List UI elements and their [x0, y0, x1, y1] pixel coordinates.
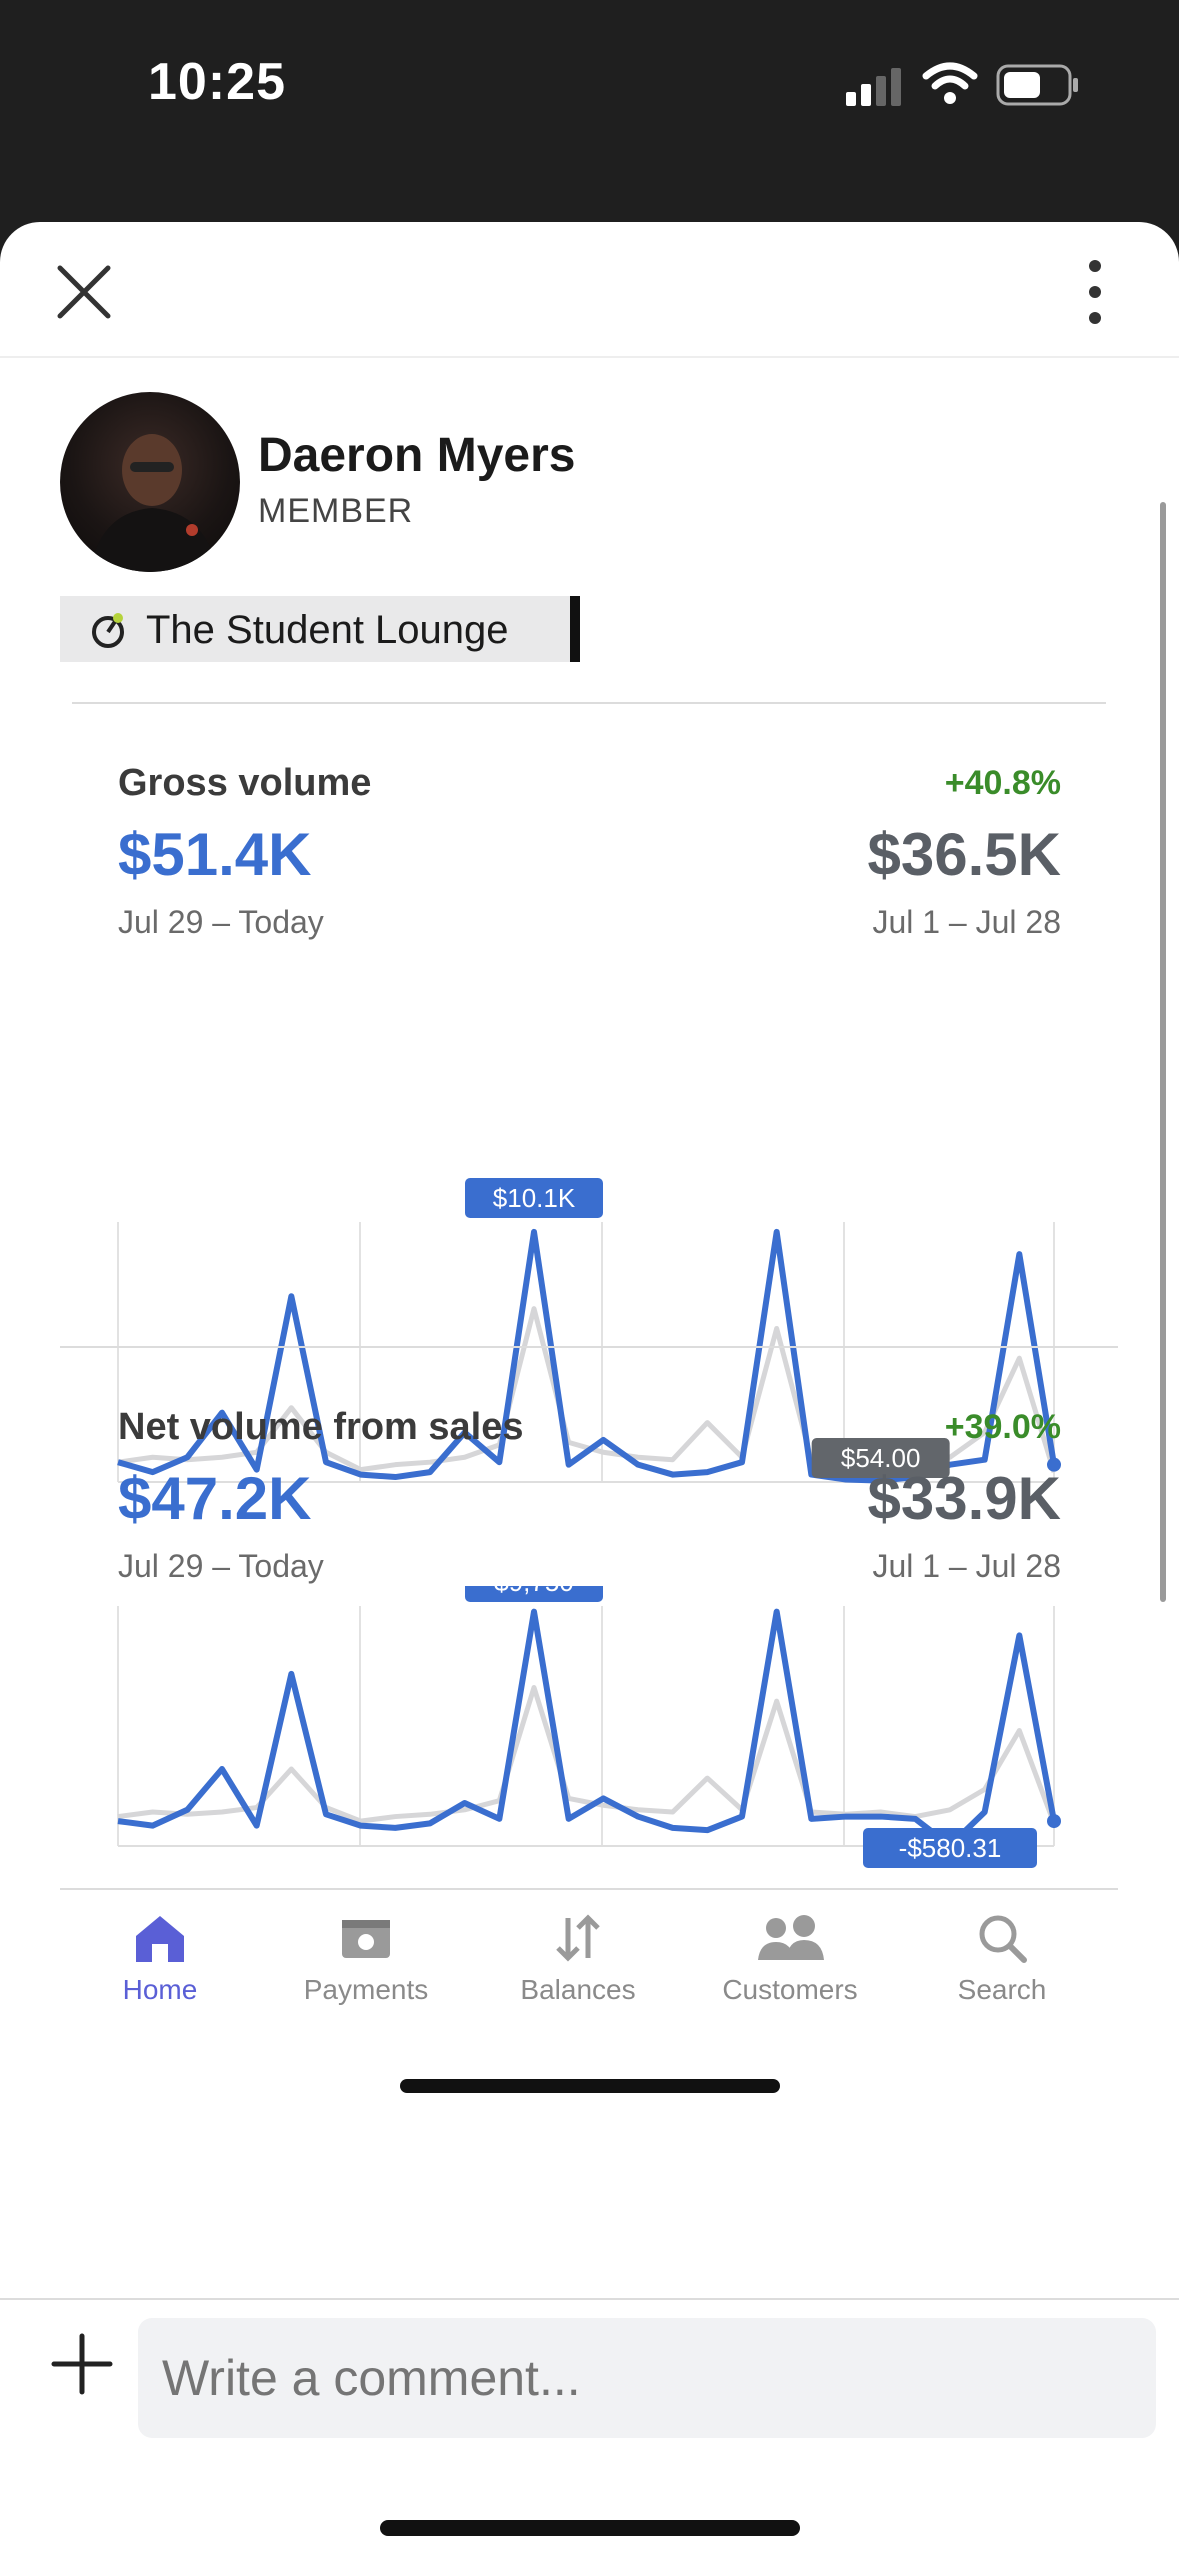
tooltip-low-bg — [811, 1438, 950, 1478]
author-name[interactable]: Daeron Myers — [258, 429, 576, 482]
tooltip-low: $54.00 — [811, 1438, 950, 1478]
tooltip-low-label: $54.00 — [841, 1443, 921, 1473]
tab-label: Search — [957, 1974, 1047, 2005]
tooltip-high-bg — [465, 1178, 603, 1218]
tab-label: Customers — [722, 1974, 858, 2005]
previous-period-line — [117, 1685, 1057, 1825]
search-icon — [979, 1915, 1027, 1963]
last-point — [1047, 1814, 1061, 1829]
payments-icon — [342, 1920, 390, 1958]
card-previous-range: Jul 1 – Jul 28 — [872, 1548, 1061, 1584]
divider — [72, 702, 1106, 704]
card-change: +40.8% — [944, 764, 1061, 802]
tooltip-high-label: $9,750 — [494, 1586, 574, 1597]
last-point — [1047, 1457, 1061, 1472]
battery-icon — [996, 64, 1078, 106]
card-change: +39.0% — [944, 1408, 1061, 1446]
current-period-line — [117, 1228, 1057, 1484]
comment-input[interactable] — [138, 2318, 1156, 2438]
tab-balances[interactable]: Balances — [488, 1910, 668, 2006]
tab-label: Payments — [303, 1974, 429, 2005]
card-current-value: $47.2K — [118, 1465, 312, 1532]
card-current-range: Jul 29 – Today — [118, 904, 324, 940]
card-previous-range: Jul 1 – Jul 28 — [872, 904, 1061, 940]
post-sheet: Daeron Myers MEMBER The Student Lounge G… — [0, 222, 1179, 2556]
tab-bar: Home Payments Balances Customers — [60, 1888, 1118, 2090]
card-title: Net volume from sales — [118, 1406, 524, 1448]
tab-label: Balances — [520, 1974, 636, 2005]
tooltip-high: $9,750 — [465, 1586, 603, 1602]
close-icon[interactable] — [48, 256, 120, 328]
scrollbar[interactable] — [1160, 502, 1166, 1602]
card-title: Gross volume — [118, 762, 372, 804]
tab-customers[interactable]: Customers — [700, 1910, 880, 2006]
home-indicator — [380, 2520, 800, 2536]
group-logo-icon — [92, 613, 124, 648]
gross-volume-chart[interactable]: $10.1K $54.00 — [0, 942, 1179, 1502]
current-period-line — [117, 1608, 1057, 1849]
card-current-range: Jul 29 – Today — [118, 1548, 324, 1584]
status-time: 10:25 — [148, 53, 286, 111]
card-previous-value: $33.9K — [867, 1465, 1061, 1532]
balances-icon — [556, 1914, 600, 1962]
group-label: The Student Lounge — [146, 608, 509, 652]
sheet-header — [0, 222, 1179, 358]
customers-icon — [758, 1915, 824, 1960]
status-bar: 10:25 — [0, 0, 1179, 220]
tooltip-low-bg — [863, 1828, 1037, 1868]
tooltip-high: $10.1K — [465, 1178, 603, 1218]
net-volume-chart[interactable]: $9,750 -$580.31 — [0, 1586, 1179, 1886]
tab-search[interactable]: Search — [912, 1910, 1092, 2006]
wifi-icon — [922, 62, 978, 104]
card-previous-value: $36.5K — [867, 821, 1061, 888]
tab-home[interactable]: Home — [70, 1910, 250, 2006]
embedded-home-indicator — [400, 2079, 780, 2093]
tooltip-low: -$580.31 — [863, 1828, 1037, 1868]
tooltip-low-label: -$580.31 — [899, 1833, 1002, 1863]
signal-icon — [846, 68, 901, 106]
card-current-value: $51.4K — [118, 821, 312, 888]
avatar[interactable] — [60, 392, 240, 572]
divider — [0, 2298, 1179, 2300]
group-chip[interactable]: The Student Lounge — [60, 596, 580, 662]
add-attachment-icon[interactable] — [50, 2332, 114, 2396]
tab-payments[interactable]: Payments — [276, 1910, 456, 2006]
divider — [60, 1346, 1118, 1348]
home-icon — [136, 1916, 184, 1962]
more-options-icon[interactable] — [1070, 252, 1120, 332]
tooltip-high-label: $10.1K — [493, 1183, 576, 1213]
tooltip-high-bg — [465, 1586, 603, 1602]
author-role: MEMBER — [258, 492, 414, 530]
tab-label: Home — [122, 1974, 198, 2005]
